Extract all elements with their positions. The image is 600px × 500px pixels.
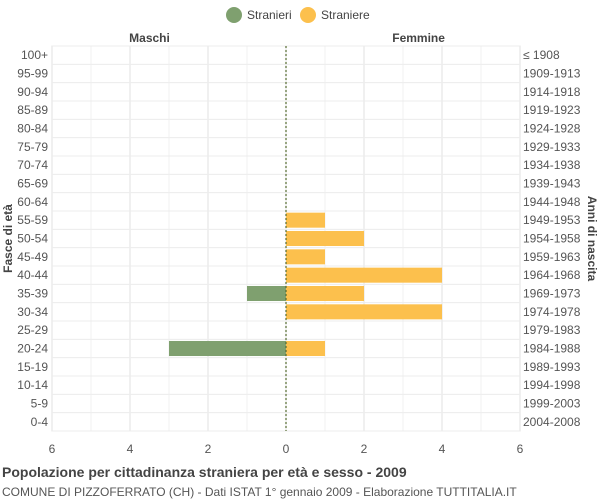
age-group-label: 0-4 — [31, 415, 49, 429]
age-group-label: 35-39 — [17, 287, 48, 301]
bar-straniere — [286, 267, 442, 283]
age-group-label: 70-74 — [17, 158, 48, 172]
birth-year-label: 1914-1918 — [523, 85, 581, 99]
birth-year-label: 1974-1978 — [523, 305, 581, 319]
bar-stranieri — [247, 285, 286, 302]
x-tick-label: 6 — [517, 442, 524, 456]
birth-year-label: 1964-1968 — [523, 268, 581, 282]
age-group-label: 65-69 — [17, 177, 48, 191]
x-tick-label: 2 — [361, 442, 368, 456]
bar-straniere — [286, 249, 325, 265]
age-group-label: 45-49 — [17, 250, 48, 264]
age-group-label: 85-89 — [17, 103, 48, 117]
birth-year-label: 1994-1998 — [523, 378, 581, 392]
y-axis-title-left: Fasce di età — [1, 204, 15, 273]
bar-straniere — [286, 285, 364, 302]
age-group-label: 30-34 — [17, 305, 48, 319]
age-group-label: 15-19 — [17, 360, 48, 374]
age-group-label: 90-94 — [17, 85, 48, 99]
birth-year-label: 1934-1938 — [523, 158, 581, 172]
birth-year-label: 1924-1928 — [523, 122, 581, 136]
age-group-label: 55-59 — [17, 213, 48, 227]
age-group-label: 50-54 — [17, 232, 48, 246]
bar-straniere — [286, 340, 325, 357]
legend-label-straniere: Straniere — [321, 8, 370, 22]
population-pyramid-chart: 6 4 2 0 2 4 6 100+ ≤ 1908 95-99 1909-1913 90-94 1914… — [1, 7, 599, 456]
x-tick-label: 4 — [127, 442, 134, 456]
legend-marker-stranieri — [226, 7, 242, 23]
birth-year-label: 1984-1988 — [523, 342, 581, 356]
bar-stranieri — [169, 340, 286, 357]
birth-year-label: 1919-1923 — [523, 103, 581, 117]
bar-straniere — [286, 212, 325, 228]
birth-year-label: 1969-1973 — [523, 287, 581, 301]
x-tick-label: 4 — [439, 442, 446, 456]
birth-year-label: 1929-1933 — [523, 140, 581, 154]
chart-footer-title: Popolazione per cittadinanza straniera p… — [2, 464, 407, 480]
age-group-label: 60-64 — [17, 195, 48, 209]
birth-year-label: ≤ 1908 — [523, 48, 560, 62]
birth-year-label: 1979-1983 — [523, 323, 581, 337]
birth-year-label: 1954-1958 — [523, 232, 581, 246]
age-group-label: 10-14 — [17, 378, 48, 392]
age-group-label: 75-79 — [17, 140, 48, 154]
birth-year-label: 1999-2003 — [523, 397, 581, 411]
bar-straniere — [286, 230, 364, 247]
birth-year-label: 1949-1953 — [523, 213, 581, 227]
left-header: Maschi — [129, 31, 170, 45]
x-tick-label: 2 — [205, 442, 212, 456]
x-tick-label: 0 — [283, 442, 290, 456]
x-tick-label: 6 — [49, 442, 56, 456]
legend-marker-straniere — [300, 7, 316, 23]
age-group-label: 100+ — [21, 48, 48, 62]
age-group-label: 80-84 — [17, 122, 48, 136]
chart-footer-subtitle: COMUNE DI PIZZOFERRATO (CH) - Dati ISTAT… — [2, 485, 517, 499]
y-axis-title-right: Anni di nascita — [585, 196, 599, 282]
birth-year-label: 1909-1913 — [523, 67, 581, 81]
bar-straniere — [286, 304, 442, 320]
right-header: Femmine — [392, 31, 445, 45]
age-group-label: 95-99 — [17, 67, 48, 81]
age-group-label: 40-44 — [17, 268, 48, 282]
age-group-label: 20-24 — [17, 342, 48, 356]
birth-year-label: 1939-1943 — [523, 177, 581, 191]
age-group-label: 25-29 — [17, 323, 48, 337]
birth-year-label: 1989-1993 — [523, 360, 581, 374]
birth-year-label: 1944-1948 — [523, 195, 581, 209]
age-group-label: 5-9 — [31, 397, 49, 411]
birth-year-label: 2004-2008 — [523, 415, 581, 429]
legend-label-stranieri: Stranieri — [247, 8, 292, 22]
birth-year-label: 1959-1963 — [523, 250, 581, 264]
